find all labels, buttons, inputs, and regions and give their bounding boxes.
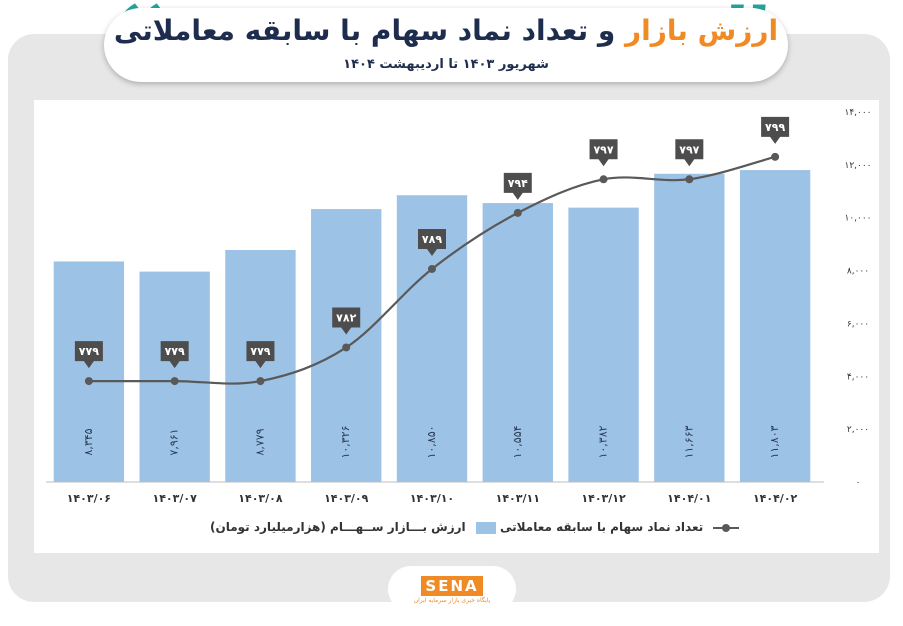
legend-line-label: تعداد نماد سهام با سابقه معاملاتی bbox=[500, 520, 704, 534]
x-tick-label: ۱۴۰۳/۱۰ bbox=[410, 492, 454, 505]
bar bbox=[53, 261, 125, 482]
chart-title-accent: ارزش بازار bbox=[625, 14, 779, 47]
line-point bbox=[342, 343, 351, 352]
x-tick-label: ۱۴۰۳/۰۸ bbox=[238, 492, 283, 505]
bar-value-label: ۱۰,۳۸۲ bbox=[597, 425, 610, 458]
chart-title-rest: و تعداد نماد سهام با سابقه معاملاتی bbox=[113, 14, 626, 47]
y-tick-label: ۸,۰۰۰ bbox=[847, 267, 869, 277]
bar-value-label: ۱۰,۳۲۶ bbox=[339, 425, 352, 458]
line-value-label: ۷۷۹ bbox=[250, 345, 270, 358]
line-value-label: ۷۸۹ bbox=[422, 233, 442, 246]
line-point bbox=[771, 152, 780, 161]
line-value-label: ۷۸۲ bbox=[336, 311, 356, 324]
bar-value-label: ۸,۳۴۵ bbox=[82, 428, 95, 455]
legend-item-symbol-count: تعداد نماد سهام با سابقه معاملاتی bbox=[500, 520, 740, 542]
line-point bbox=[256, 377, 265, 386]
y-tick-label: ۴,۰۰۰ bbox=[847, 372, 869, 382]
line-label-callout bbox=[589, 139, 618, 167]
x-tick-label: ۱۴۰۳/۰۶ bbox=[67, 492, 111, 505]
bar-value-label: ۱۱,۸۰۳ bbox=[768, 425, 781, 458]
line-point bbox=[599, 175, 608, 184]
chart-panel: ۰ ۲,۰۰۰ ۴,۰۰۰ ۶,۰۰۰ ۸,۰۰۰ ۱۰,۰۰۰ ۱۲,۰۰۰ ۱۴,۰۰۰ ۸… bbox=[34, 100, 879, 553]
line-label-callout bbox=[74, 341, 103, 369]
line-value-label: ۷۹۷ bbox=[593, 143, 613, 156]
logo-wordmark: SENA bbox=[421, 576, 483, 596]
legend-item-market-value: ارزش بـــازار ســهـــام (هزارمیلیارد توم… bbox=[210, 520, 496, 542]
line-label-callout bbox=[675, 139, 704, 167]
line-label-callout bbox=[160, 341, 189, 369]
bar-value-label: ۷,۹۶۱ bbox=[168, 428, 181, 455]
line-label-callout bbox=[332, 307, 361, 335]
line-point bbox=[513, 208, 522, 217]
y-tick-label: ۱۲,۰۰۰ bbox=[844, 161, 871, 171]
bar-value-label: ۱۰,۵۵۴ bbox=[511, 425, 524, 458]
line-label-callout bbox=[418, 228, 446, 256]
line-point bbox=[84, 377, 93, 386]
x-tick-label: ۱۴۰۳/۰۷ bbox=[153, 492, 198, 505]
y-tick-label: ۲,۰۰۰ bbox=[847, 425, 869, 435]
line-point bbox=[170, 377, 179, 386]
x-tick-label: ۱۴۰۳/۱۲ bbox=[581, 492, 626, 505]
line-value-label: ۷۷۹ bbox=[79, 345, 99, 358]
bar bbox=[482, 203, 553, 482]
line-label-callout bbox=[503, 172, 532, 200]
legend-bar-label: ارزش بـــازار ســهـــام (هزارمیلیارد توم… bbox=[210, 520, 466, 534]
bar-value-label: ۸,۷۷۹ bbox=[253, 428, 266, 455]
y-tick-label: ۱۰,۰۰۰ bbox=[844, 214, 871, 224]
legend-line-swatch bbox=[713, 523, 740, 533]
x-tick-label: ۱۴۰۳/۰۹ bbox=[324, 492, 369, 505]
line-label-callout bbox=[246, 341, 275, 369]
chart-title: ارزش بازار و تعداد نماد سهام با سابقه مع… bbox=[104, 14, 788, 47]
legend-bar-swatch bbox=[475, 521, 496, 534]
bar bbox=[739, 170, 811, 482]
line-value-label: ۷۹۷ bbox=[679, 143, 699, 156]
line-value-label: ۷۹۹ bbox=[765, 121, 785, 134]
line-value-label: ۷۷۹ bbox=[165, 345, 185, 358]
bar bbox=[139, 271, 210, 482]
line-value-label: ۷۹۴ bbox=[508, 177, 528, 190]
chart-subtitle: شهریور ۱۴۰۳ تا اردیبهشت ۱۴۰۴ bbox=[343, 57, 549, 72]
logo: SENA پایگاه خبری بازار سرمایه ایران bbox=[388, 566, 516, 612]
logo-tagline: پایگاه خبری بازار سرمایه ایران bbox=[413, 597, 491, 604]
x-tick-label: ۱۴۰۴/۰۲ bbox=[753, 492, 798, 505]
chart-plot: ۰ ۲,۰۰۰ ۴,۰۰۰ ۶,۰۰۰ ۸,۰۰۰ ۱۰,۰۰۰ ۱۲,۰۰۰ ۱۴,۰۰۰ ۸… bbox=[46, 108, 872, 505]
line-point bbox=[428, 264, 436, 273]
line-point bbox=[685, 175, 694, 184]
y-tick-label: ۱۴,۰۰۰ bbox=[844, 108, 871, 118]
x-tick-label: ۱۴۰۳/۱۱ bbox=[496, 492, 540, 505]
y-tick-label: ۶,۰۰۰ bbox=[847, 319, 869, 329]
bar bbox=[654, 173, 725, 482]
line-label-callout bbox=[761, 116, 790, 144]
bar bbox=[568, 207, 639, 482]
x-tick-label: ۱۴۰۴/۰۱ bbox=[667, 492, 711, 505]
title-banner: ارزش بازار و تعداد نماد سهام با سابقه مع… bbox=[104, 8, 788, 82]
bar-value-label: ۱۱,۶۶۳ bbox=[682, 425, 695, 458]
y-tick-label: ۰ bbox=[856, 478, 861, 488]
bar-value-label: ۱۰,۸۵۰ bbox=[425, 425, 438, 458]
